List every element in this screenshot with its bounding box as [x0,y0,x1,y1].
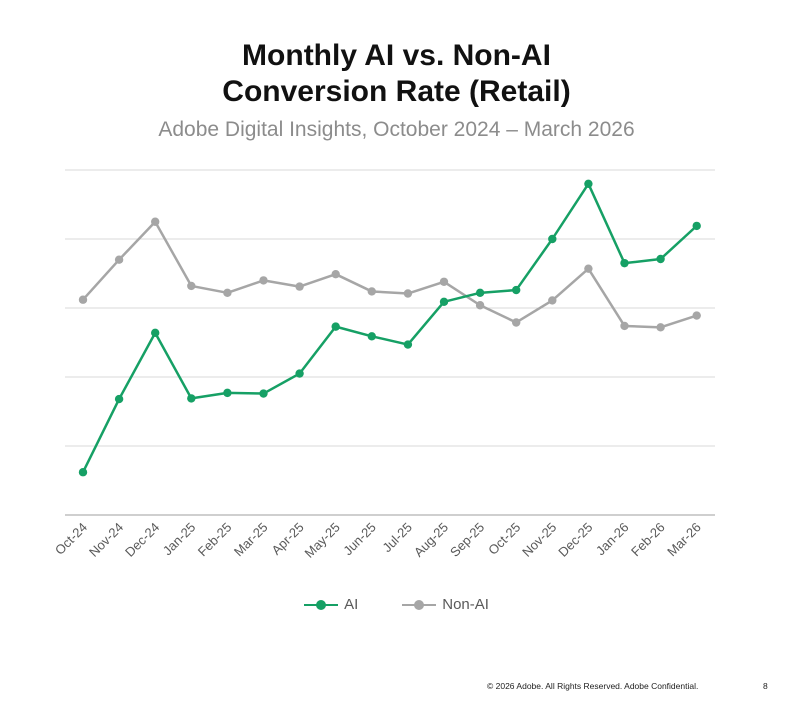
legend-label-ai: AI [344,596,359,613]
x-tick-label: Mar-25 [231,520,271,560]
data-point-ai [512,285,521,295]
x-tick-label: Mar-26 [664,520,704,560]
x-tick-label: Oct-24 [52,520,90,558]
x-tick-label: Dec-25 [555,520,595,560]
data-point-non-ai [512,318,521,327]
data-point-ai [367,332,376,341]
data-point-non-ai [259,276,268,285]
data-point-ai [331,322,340,331]
chart-title-line1: Monthly AI vs. Non-AI [242,39,551,72]
data-point-non-ai [439,277,449,286]
data-point-non-ai [692,311,701,320]
x-tick-label: Jul-25 [379,520,415,556]
footer-copyright: © 2026 Adobe. All Rights Reserved. Adobe… [487,681,699,691]
data-point-non-ai [223,288,232,298]
data-point-non-ai [187,281,196,291]
data-point-ai [223,388,232,398]
gridlines [65,169,715,516]
series-ai [78,179,701,477]
x-tick-label: Feb-26 [628,520,668,560]
chart-subtitle: Adobe Digital Insights, October 2024 – M… [158,118,635,141]
chart-series [78,179,701,477]
legend-swatch-non-ai [402,599,437,611]
data-point-non-ai [475,301,485,310]
x-tick-label: Apr-25 [269,520,307,558]
series-line-ai [81,182,698,473]
page-number: 8 [763,681,768,691]
data-point-non-ai [114,255,124,264]
legend-label-non-ai: Non-AI [442,596,489,613]
x-tick-label: May-25 [302,520,343,561]
data-point-ai [78,468,88,477]
data-point-ai [548,234,557,244]
data-point-non-ai [403,289,413,298]
x-tick-label: Dec-24 [122,520,162,560]
chart-legend: AI Non-AI [0,596,793,613]
data-point-ai [151,328,160,338]
x-tick-label: Oct-25 [485,520,523,558]
x-tick-label: Aug-25 [411,520,451,560]
data-point-ai [187,394,196,403]
series-line-non-ai [82,220,698,329]
data-point-ai [403,340,413,349]
x-tick-label: Jan-26 [593,520,632,559]
data-point-non-ai [620,321,629,331]
x-tick-label: Jan-25 [160,520,199,559]
data-point-ai [620,258,629,268]
data-point-ai [692,221,701,231]
data-point-ai [439,297,449,306]
data-point-ai [475,288,485,298]
data-point-ai [295,369,304,378]
legend-swatch-ai [304,599,339,611]
data-point-non-ai [548,296,557,305]
data-point-ai [114,394,124,404]
x-tick-label: Nov-25 [519,520,559,560]
legend-item-ai: AI [304,596,358,613]
data-point-non-ai [584,264,593,273]
data-point-non-ai [78,295,88,304]
data-point-non-ai [295,282,304,291]
series-non-ai [78,217,701,332]
legend-item-non-ai: Non-AI [402,596,489,613]
data-point-non-ai [151,217,160,226]
x-axis-tick-labels: Oct-24Nov-24Dec-24Jan-25Feb-25Mar-25Apr-… [52,520,704,561]
x-tick-label: Sep-25 [447,520,487,560]
x-tick-label: Nov-24 [86,520,126,560]
chart-title: Monthly AI vs. Non-AI Conversion Rate (R… [0,38,793,110]
data-point-non-ai [367,287,376,296]
chart-title-line2: Conversion Rate (Retail) [222,75,571,108]
data-point-non-ai [331,269,340,279]
data-point-ai [259,389,268,398]
data-point-ai [656,254,665,264]
data-point-non-ai [656,323,665,332]
x-tick-label: Jun-25 [340,520,379,559]
x-tick-label: Feb-25 [195,520,235,560]
data-point-ai [584,179,593,188]
